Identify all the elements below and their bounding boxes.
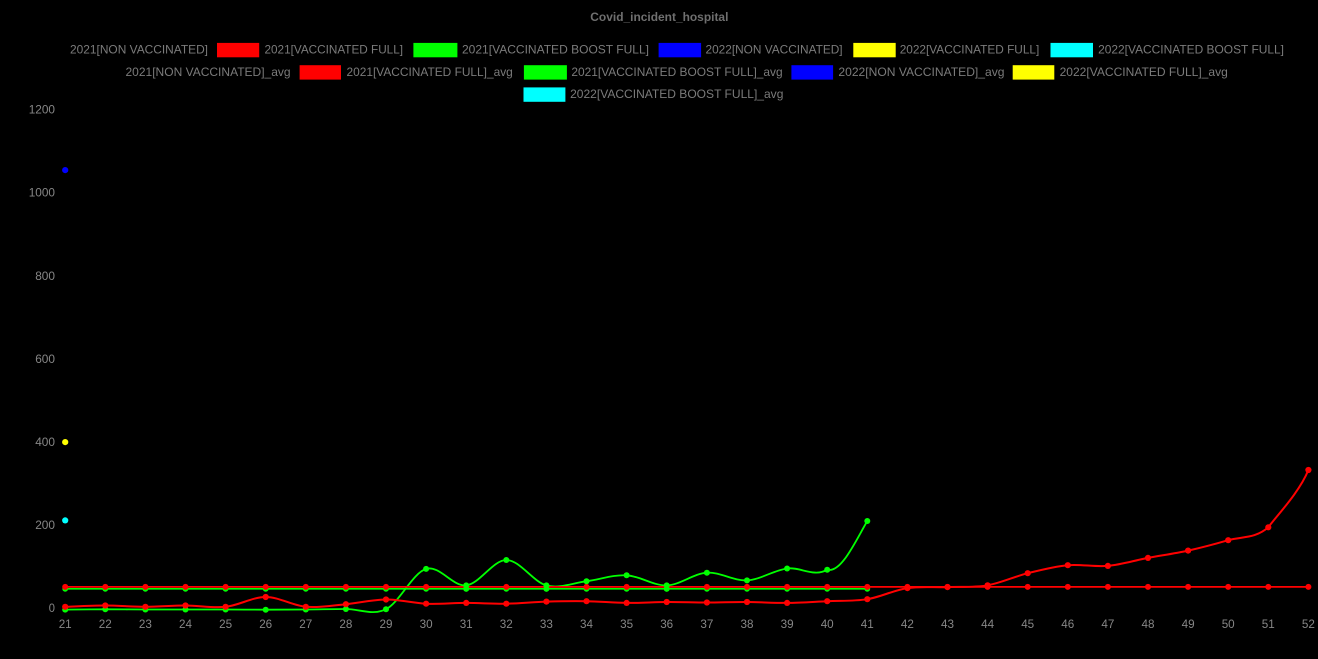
- svg-text:600: 600: [35, 352, 55, 366]
- svg-text:49: 49: [1182, 617, 1195, 631]
- svg-text:2022[VACCINATED FULL]_avg: 2022[VACCINATED FULL]_avg: [1060, 65, 1228, 79]
- svg-text:44: 44: [981, 617, 994, 631]
- svg-text:2021[VACCINATED FULL]_avg: 2021[VACCINATED FULL]_avg: [347, 65, 513, 79]
- svg-text:200: 200: [35, 518, 55, 532]
- svg-text:34: 34: [580, 617, 593, 631]
- svg-text:37: 37: [700, 617, 713, 631]
- svg-text:48: 48: [1142, 617, 1155, 631]
- svg-text:36: 36: [660, 617, 673, 631]
- svg-text:2022[VACCINATED BOOST FULL]_av: 2022[VACCINATED BOOST FULL]_avg: [570, 87, 783, 101]
- svg-text:29: 29: [380, 617, 393, 631]
- svg-text:Covid_incident_hospital: Covid_incident_hospital: [590, 10, 728, 24]
- svg-text:1200: 1200: [29, 103, 56, 117]
- svg-text:27: 27: [299, 617, 312, 631]
- svg-text:2022[VACCINATED BOOST FULL]: 2022[VACCINATED BOOST FULL]: [1098, 43, 1284, 57]
- svg-text:51: 51: [1262, 617, 1275, 631]
- svg-text:400: 400: [35, 435, 55, 449]
- svg-text:2021[NON VACCINATED]: 2021[NON VACCINATED]: [70, 43, 208, 57]
- svg-text:2022[NON VACCINATED]: 2022[NON VACCINATED]: [706, 43, 843, 57]
- svg-text:39: 39: [781, 617, 794, 631]
- svg-text:2022[VACCINATED FULL]: 2022[VACCINATED FULL]: [900, 43, 1040, 57]
- svg-text:28: 28: [339, 617, 352, 631]
- svg-text:2021[VACCINATED FULL]: 2021[VACCINATED FULL]: [265, 43, 404, 57]
- svg-text:47: 47: [1101, 617, 1114, 631]
- svg-text:33: 33: [540, 617, 553, 631]
- svg-text:26: 26: [259, 617, 272, 631]
- svg-text:24: 24: [179, 617, 192, 631]
- svg-text:30: 30: [420, 617, 433, 631]
- svg-text:52: 52: [1302, 617, 1315, 631]
- svg-text:0: 0: [49, 601, 55, 615]
- svg-text:2022[NON VACCINATED]_avg: 2022[NON VACCINATED]_avg: [838, 65, 1004, 79]
- svg-text:22: 22: [99, 617, 112, 631]
- svg-text:31: 31: [460, 617, 473, 631]
- svg-text:46: 46: [1061, 617, 1074, 631]
- svg-text:2021[VACCINATED BOOST FULL]_av: 2021[VACCINATED BOOST FULL]_avg: [571, 65, 782, 79]
- svg-text:2021[VACCINATED BOOST FULL]: 2021[VACCINATED BOOST FULL]: [462, 43, 649, 57]
- svg-text:1000: 1000: [29, 186, 56, 200]
- svg-text:35: 35: [620, 617, 633, 631]
- svg-text:38: 38: [741, 617, 754, 631]
- svg-text:50: 50: [1222, 617, 1235, 631]
- svg-text:32: 32: [500, 617, 513, 631]
- svg-text:23: 23: [139, 617, 152, 631]
- svg-text:41: 41: [861, 617, 874, 631]
- svg-text:42: 42: [901, 617, 914, 631]
- svg-text:800: 800: [35, 269, 55, 283]
- svg-text:43: 43: [941, 617, 954, 631]
- svg-text:25: 25: [219, 617, 232, 631]
- svg-text:40: 40: [821, 617, 834, 631]
- svg-text:45: 45: [1021, 617, 1034, 631]
- svg-text:21: 21: [59, 617, 72, 631]
- svg-text:2021[NON VACCINATED]_avg: 2021[NON VACCINATED]_avg: [126, 65, 291, 79]
